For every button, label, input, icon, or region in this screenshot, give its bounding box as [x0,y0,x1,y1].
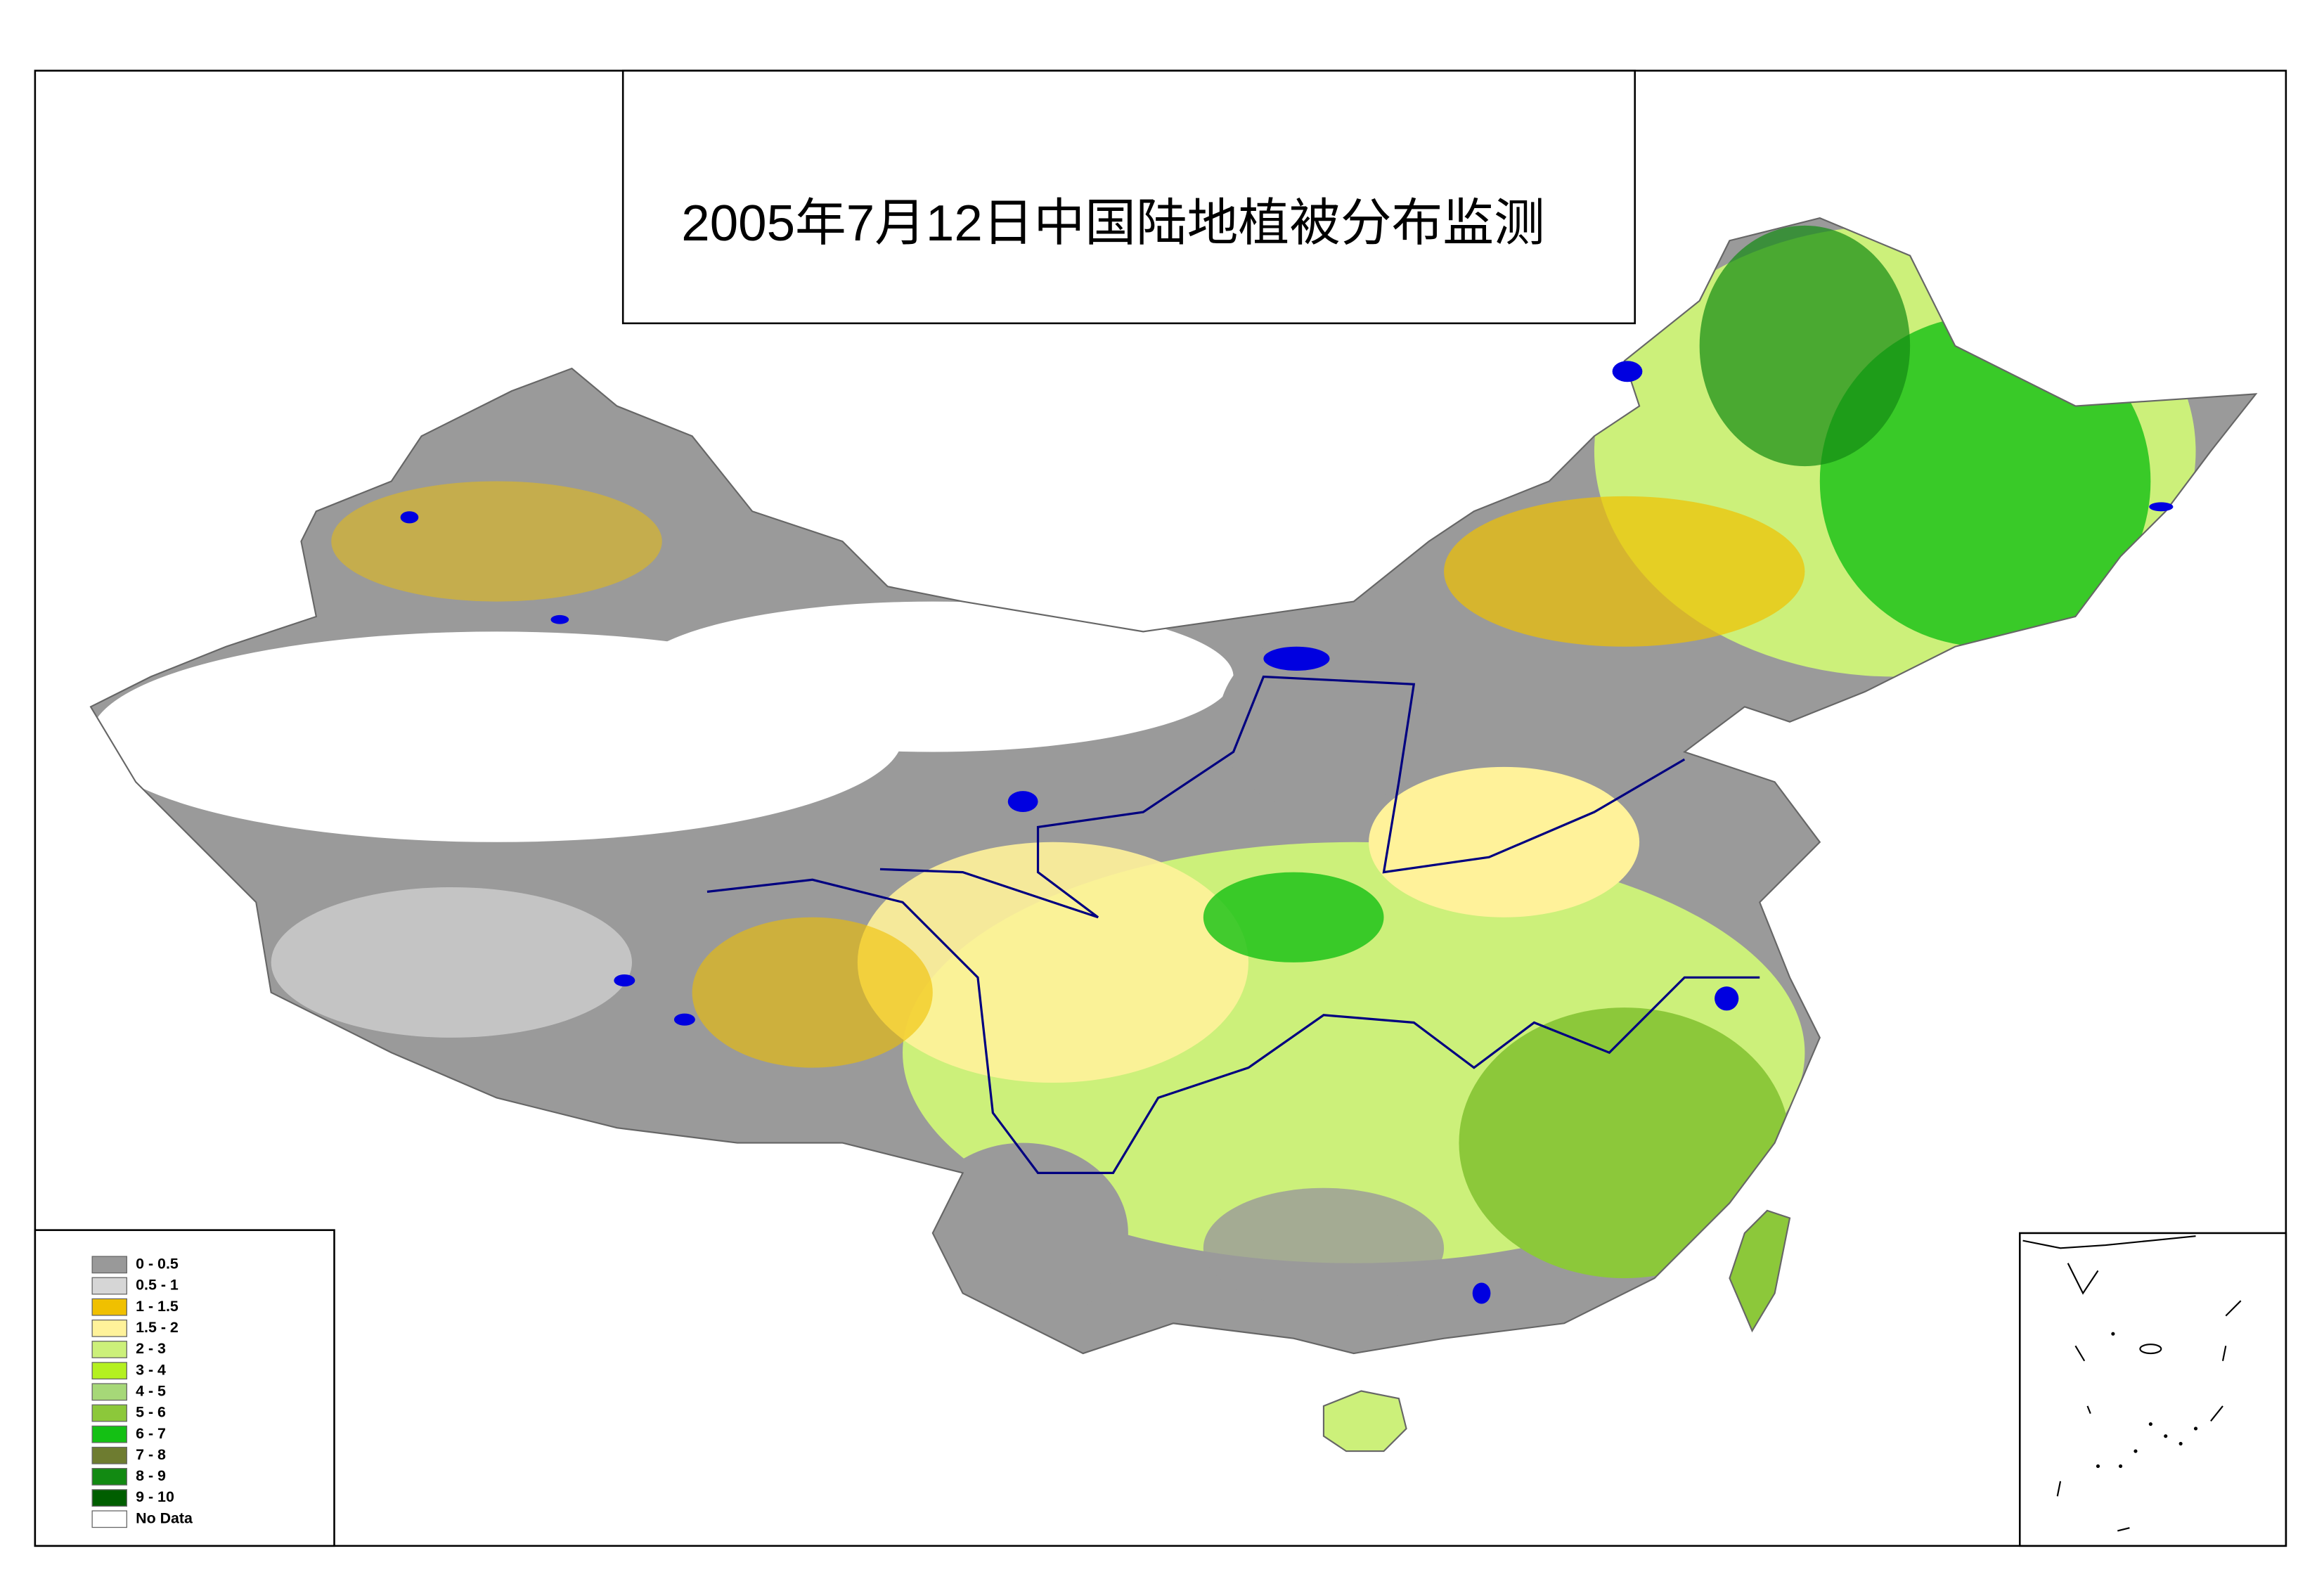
legend-label: 1.5 - 2 [136,1319,179,1336]
legend-label: 0.5 - 1 [136,1277,179,1294]
legend-swatch [91,1277,127,1295]
legend-swatch [91,1319,127,1337]
legend-swatch [91,1362,127,1380]
taiwan [1729,1209,1791,1333]
legend-swatch [91,1383,127,1401]
legend-label: 2 - 3 [136,1340,166,1357]
rivers [706,675,1760,1174]
legend-label: 3 - 4 [136,1361,166,1378]
legend-swatch [91,1256,127,1274]
legend-swatch [91,1510,127,1528]
lakes [400,361,2174,1304]
legend-label: 1 - 1.5 [136,1298,179,1315]
legend-swatch [91,1446,127,1464]
legend-label: 4 - 5 [136,1382,166,1399]
legend-label: 0 - 0.5 [136,1255,179,1272]
legend-label: 7 - 8 [136,1446,166,1463]
legend-swatch [91,1425,127,1443]
legend-swatch [91,1468,127,1486]
legend-label: 9 - 10 [136,1488,174,1505]
hainan [1322,1390,1407,1452]
legend-label: No Data [136,1509,193,1526]
legend-swatch [91,1404,127,1422]
inset-map [2018,1232,2287,1547]
legend-swatch [91,1341,127,1358]
title-box: 2005年7月12日中国陆地植被分布监测 [621,70,1636,325]
legend-label: 6 - 7 [136,1425,166,1442]
legend-label: 5 - 6 [136,1404,166,1421]
map-title: 2005年7月12日中国陆地植被分布监测 [681,195,1544,252]
legend: 0 - 0.5 0.5 - 1 1 - 1.5 1.5 - 2 2 - 3 3 - 4 4 … [34,1229,335,1547]
legend-swatch [91,1298,127,1316]
legend-label: 8 - 9 [136,1467,166,1484]
legend-swatch [91,1489,127,1507]
